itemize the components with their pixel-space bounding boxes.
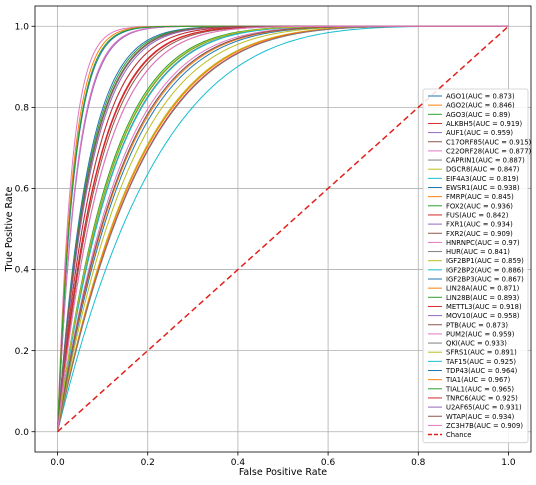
- legend-label: FMRP(AUC = 0.845): [446, 193, 514, 201]
- legend-label: HUR(AUC = 0.841): [446, 248, 510, 256]
- legend-label: PUM2(AUC = 0.959): [446, 330, 515, 338]
- legend-label: AGO1(AUC = 0.873): [446, 93, 515, 101]
- legend-label: AUF1(AUC = 0.959): [446, 129, 513, 137]
- plot-frame: [34, 5, 532, 453]
- y-tick-label: 0.4: [15, 266, 30, 276]
- x-tick-label: 0.4: [231, 458, 246, 468]
- legend-label: EWSR1(AUC = 0.938): [446, 184, 520, 192]
- roc-curve-10: [57, 25, 509, 432]
- legend-label: ALKBH5(AUC = 0.919): [446, 120, 522, 128]
- legend-label: FXR2(AUC = 0.909): [446, 230, 513, 238]
- y-axis-label: True Positive Rate: [4, 187, 15, 273]
- x-tick-label: 0.6: [321, 458, 336, 468]
- legend-label: U2AF65(AUC = 0.931): [446, 404, 522, 412]
- legend-label: C17ORF85(AUC = 0.915): [446, 138, 532, 146]
- x-axis-label: False Positive Rate: [239, 467, 327, 478]
- legend-label: METTL3(AUC = 0.918): [446, 303, 522, 311]
- legend-label: WTAP(AUC = 0.934): [446, 413, 515, 421]
- y-axis-ticks: 0.0 0.2 0.4 0.6 0.8 1.0: [15, 22, 35, 438]
- legend-label: AGO3(AUC = 0.89): [446, 111, 511, 119]
- legend-label: HNRNPC(AUC = 0.97): [446, 239, 520, 247]
- legend-label: FOX2(AUC = 0.936): [446, 202, 513, 210]
- legend-label: C22ORF28(AUC = 0.877): [446, 147, 532, 155]
- legend-label: QKI(AUC = 0.933): [446, 340, 507, 348]
- y-tick-label: 1.0: [15, 22, 30, 32]
- legend-label: IGF2BP2(AUC = 0.886): [446, 266, 524, 274]
- y-tick-label: 0.2: [15, 347, 29, 357]
- legend-label: Chance: [446, 431, 471, 439]
- legend-label: CAPRIN1(AUC = 0.887): [446, 157, 525, 165]
- y-tick-label: 0.6: [15, 185, 30, 195]
- legend-box: [422, 88, 529, 444]
- legend-label: TAF15(AUC = 0.925): [445, 358, 516, 366]
- roc-curves: [57, 25, 509, 432]
- legend-label: TIAL1(AUC = 0.965): [445, 385, 514, 393]
- legend: AGO1(AUC = 0.873)AGO2(AUC = 0.846)AGO3(A…: [422, 88, 532, 444]
- y-tick-label: 0.0: [15, 428, 30, 438]
- legend-label: MOV10(AUC = 0.958): [446, 312, 520, 320]
- legend-label: TDP43(AUC = 0.964): [445, 367, 518, 375]
- legend-label: ZC3H7B(AUC = 0.909): [446, 422, 523, 430]
- legend-label: IGF2BP3(AUC = 0.867): [446, 276, 524, 284]
- x-axis-ticks: 0.0 0.2 0.4 0.6 0.8 1.0: [50, 452, 516, 468]
- x-tick-label: 0.2: [141, 458, 155, 468]
- roc-curve-37: [57, 25, 509, 432]
- legend-label: TIA1(AUC = 0.967): [445, 376, 511, 384]
- legend-label: IGF2BP1(AUC = 0.859): [446, 257, 524, 265]
- legend-label: DGCR8(AUC = 0.847): [446, 166, 520, 174]
- legend-label: FXR1(AUC = 0.934): [446, 221, 513, 229]
- x-tick-label: 0.0: [50, 458, 65, 468]
- legend-label: FUS(AUC = 0.842): [446, 211, 509, 219]
- x-tick-label: 1.0: [501, 458, 516, 468]
- legend-label: TNRC6(AUC = 0.925): [445, 394, 518, 402]
- legend-label: AGO2(AUC = 0.846): [446, 102, 515, 110]
- y-tick-label: 0.8: [15, 104, 30, 114]
- legend-label: EIF4A3(AUC = 0.819): [446, 175, 519, 183]
- roc-curve-18: [57, 25, 509, 432]
- legend-label: LIN28A(AUC = 0.871): [446, 285, 520, 293]
- legend-label: SFRS1(AUC = 0.891): [446, 349, 517, 357]
- x-tick-label: 0.8: [411, 458, 426, 468]
- legend-label: LIN28B(AUC = 0.893): [446, 294, 520, 302]
- legend-label: PTB(AUC = 0.873): [446, 321, 508, 329]
